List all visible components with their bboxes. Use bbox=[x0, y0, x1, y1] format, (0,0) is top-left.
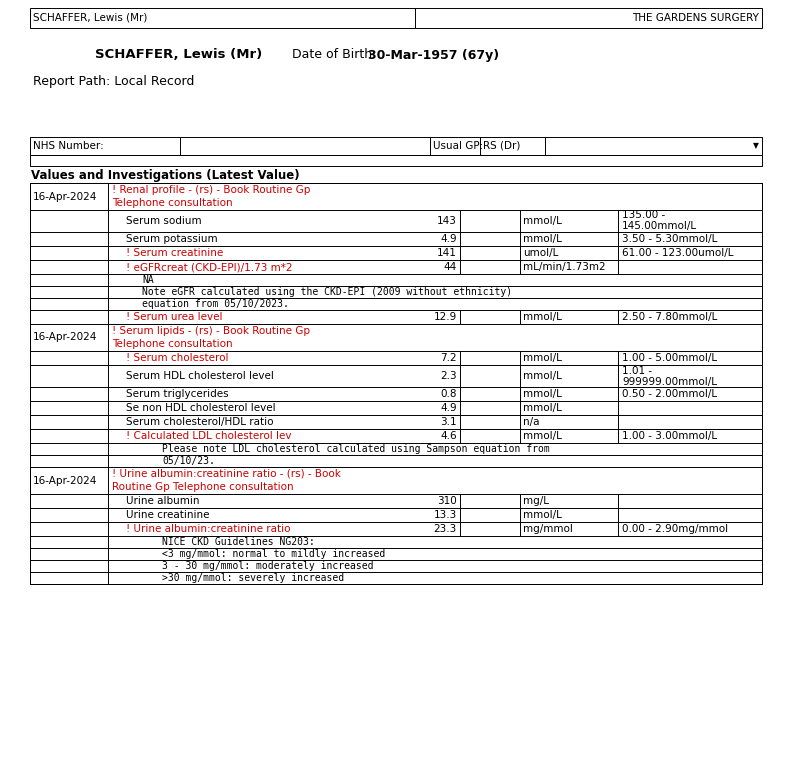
Text: Telephone consultation: Telephone consultation bbox=[112, 198, 232, 208]
Text: 1.00 - 5.00mmol/L: 1.00 - 5.00mmol/L bbox=[622, 353, 717, 363]
Text: 30-Mar-1957 (67y): 30-Mar-1957 (67y) bbox=[368, 49, 499, 62]
Bar bbox=[30, 137, 762, 155]
Text: umol/L: umol/L bbox=[523, 248, 559, 258]
Bar bbox=[30, 8, 762, 28]
Text: 135.00 -: 135.00 - bbox=[622, 210, 665, 220]
Text: NA: NA bbox=[142, 275, 154, 285]
Text: mmol/L: mmol/L bbox=[523, 353, 562, 363]
Text: 0.8: 0.8 bbox=[441, 389, 457, 399]
Text: 310: 310 bbox=[437, 496, 457, 506]
Text: ▼: ▼ bbox=[753, 142, 759, 151]
Text: 16-Apr-2024: 16-Apr-2024 bbox=[33, 332, 97, 342]
Text: Urine creatinine: Urine creatinine bbox=[126, 510, 209, 520]
Text: SCHAFFER, Lewis (Mr): SCHAFFER, Lewis (Mr) bbox=[95, 49, 262, 62]
Text: 1.00 - 3.00mmol/L: 1.00 - 3.00mmol/L bbox=[622, 431, 717, 441]
Text: Serum cholesterol/HDL ratio: Serum cholesterol/HDL ratio bbox=[126, 417, 273, 427]
Text: 12.9: 12.9 bbox=[434, 312, 457, 322]
Text: Note eGFR calculated using the CKD-EPI (2009 without ethnicity): Note eGFR calculated using the CKD-EPI (… bbox=[142, 287, 512, 297]
Text: 4.9: 4.9 bbox=[440, 234, 457, 244]
Text: 4.6: 4.6 bbox=[440, 431, 457, 441]
Text: mmol/L: mmol/L bbox=[523, 403, 562, 413]
Text: SCHAFFER, Lewis (Mr): SCHAFFER, Lewis (Mr) bbox=[33, 13, 148, 23]
Text: 16-Apr-2024: 16-Apr-2024 bbox=[33, 191, 97, 201]
Text: 0.00 - 2.90mg/mmol: 0.00 - 2.90mg/mmol bbox=[622, 524, 728, 534]
Text: Report Path: Local Record: Report Path: Local Record bbox=[33, 75, 194, 88]
Text: equation from 05/10/2023.: equation from 05/10/2023. bbox=[142, 299, 289, 309]
Text: mL/min/1.73m2: mL/min/1.73m2 bbox=[523, 262, 606, 272]
Text: >30 mg/mmol: severely increased: >30 mg/mmol: severely increased bbox=[162, 573, 344, 583]
Text: Se non HDL cholesterol level: Se non HDL cholesterol level bbox=[126, 403, 276, 413]
Text: 61.00 - 123.00umol/L: 61.00 - 123.00umol/L bbox=[622, 248, 733, 258]
Text: mmol/L: mmol/L bbox=[523, 371, 562, 381]
Text: ! Serum cholesterol: ! Serum cholesterol bbox=[126, 353, 228, 363]
Text: 2.50 - 7.80mmol/L: 2.50 - 7.80mmol/L bbox=[622, 312, 717, 322]
Text: NICE CKD Guidelines NG203:: NICE CKD Guidelines NG203: bbox=[162, 537, 314, 547]
Text: mg/L: mg/L bbox=[523, 496, 549, 506]
Text: mmol/L: mmol/L bbox=[523, 216, 562, 226]
Text: Serum potassium: Serum potassium bbox=[126, 234, 217, 244]
Text: NHS Number:: NHS Number: bbox=[33, 141, 103, 151]
Text: 4.9: 4.9 bbox=[440, 403, 457, 413]
Text: mmol/L: mmol/L bbox=[523, 389, 562, 399]
Text: 7.2: 7.2 bbox=[440, 353, 457, 363]
Text: RS (Dr): RS (Dr) bbox=[483, 141, 521, 151]
Text: n/a: n/a bbox=[523, 417, 540, 427]
Text: 145.00mmol/L: 145.00mmol/L bbox=[622, 222, 697, 232]
Text: Please note LDL cholesterol calculated using Sampson equation from: Please note LDL cholesterol calculated u… bbox=[162, 444, 550, 454]
Text: ! eGFRcreat (CKD-EPI)/1.73 m*2: ! eGFRcreat (CKD-EPI)/1.73 m*2 bbox=[126, 262, 292, 272]
Text: 3 - 30 mg/mmol: moderately increased: 3 - 30 mg/mmol: moderately increased bbox=[162, 561, 374, 571]
Text: ! Calculated LDL cholesterol lev: ! Calculated LDL cholesterol lev bbox=[126, 431, 292, 441]
Text: 16-Apr-2024: 16-Apr-2024 bbox=[33, 475, 97, 485]
Text: ! Serum lipids - (rs) - Book Routine Gp: ! Serum lipids - (rs) - Book Routine Gp bbox=[112, 325, 310, 336]
Text: mmol/L: mmol/L bbox=[523, 431, 562, 441]
Text: <3 mg/mmol: normal to mildly increased: <3 mg/mmol: normal to mildly increased bbox=[162, 549, 386, 559]
Text: 3.50 - 5.30mmol/L: 3.50 - 5.30mmol/L bbox=[622, 234, 717, 244]
Text: Values and Investigations (Latest Value): Values and Investigations (Latest Value) bbox=[31, 169, 299, 182]
Text: Date of Birth:: Date of Birth: bbox=[292, 49, 376, 62]
Text: Serum sodium: Serum sodium bbox=[126, 216, 201, 226]
Text: 2.3: 2.3 bbox=[440, 371, 457, 381]
Text: mmol/L: mmol/L bbox=[523, 234, 562, 244]
Text: 141: 141 bbox=[437, 248, 457, 258]
Text: Serum triglycerides: Serum triglycerides bbox=[126, 389, 228, 399]
Text: ! Urine albumin:creatinine ratio: ! Urine albumin:creatinine ratio bbox=[126, 524, 291, 534]
Text: mg/mmol: mg/mmol bbox=[523, 524, 573, 534]
Text: ! Renal profile - (rs) - Book Routine Gp: ! Renal profile - (rs) - Book Routine Gp bbox=[112, 184, 310, 195]
Text: ! Serum creatinine: ! Serum creatinine bbox=[126, 248, 224, 258]
Bar bbox=[30, 155, 762, 166]
Text: Telephone consultation: Telephone consultation bbox=[112, 339, 232, 349]
Text: 05/10/23.: 05/10/23. bbox=[162, 456, 215, 466]
Text: 1.01 -: 1.01 - bbox=[622, 366, 652, 376]
Text: Usual GP:: Usual GP: bbox=[433, 141, 483, 151]
Text: 13.3: 13.3 bbox=[434, 510, 457, 520]
Text: 999999.00mmol/L: 999999.00mmol/L bbox=[622, 376, 717, 386]
Text: Serum HDL cholesterol level: Serum HDL cholesterol level bbox=[126, 371, 274, 381]
Text: THE GARDENS SURGERY: THE GARDENS SURGERY bbox=[632, 13, 759, 23]
Text: Routine Gp Telephone consultation: Routine Gp Telephone consultation bbox=[112, 482, 294, 492]
Text: 143: 143 bbox=[437, 216, 457, 226]
Text: Urine albumin: Urine albumin bbox=[126, 496, 200, 506]
Text: 44: 44 bbox=[444, 262, 457, 272]
Text: mmol/L: mmol/L bbox=[523, 312, 562, 322]
Text: ! Serum urea level: ! Serum urea level bbox=[126, 312, 223, 322]
Text: 3.1: 3.1 bbox=[440, 417, 457, 427]
Text: ! Urine albumin:creatinine ratio - (rs) - Book: ! Urine albumin:creatinine ratio - (rs) … bbox=[112, 469, 340, 479]
Text: mmol/L: mmol/L bbox=[523, 510, 562, 520]
Bar bbox=[30, 183, 762, 584]
Text: 23.3: 23.3 bbox=[434, 524, 457, 534]
Text: 0.50 - 2.00mmol/L: 0.50 - 2.00mmol/L bbox=[622, 389, 717, 399]
